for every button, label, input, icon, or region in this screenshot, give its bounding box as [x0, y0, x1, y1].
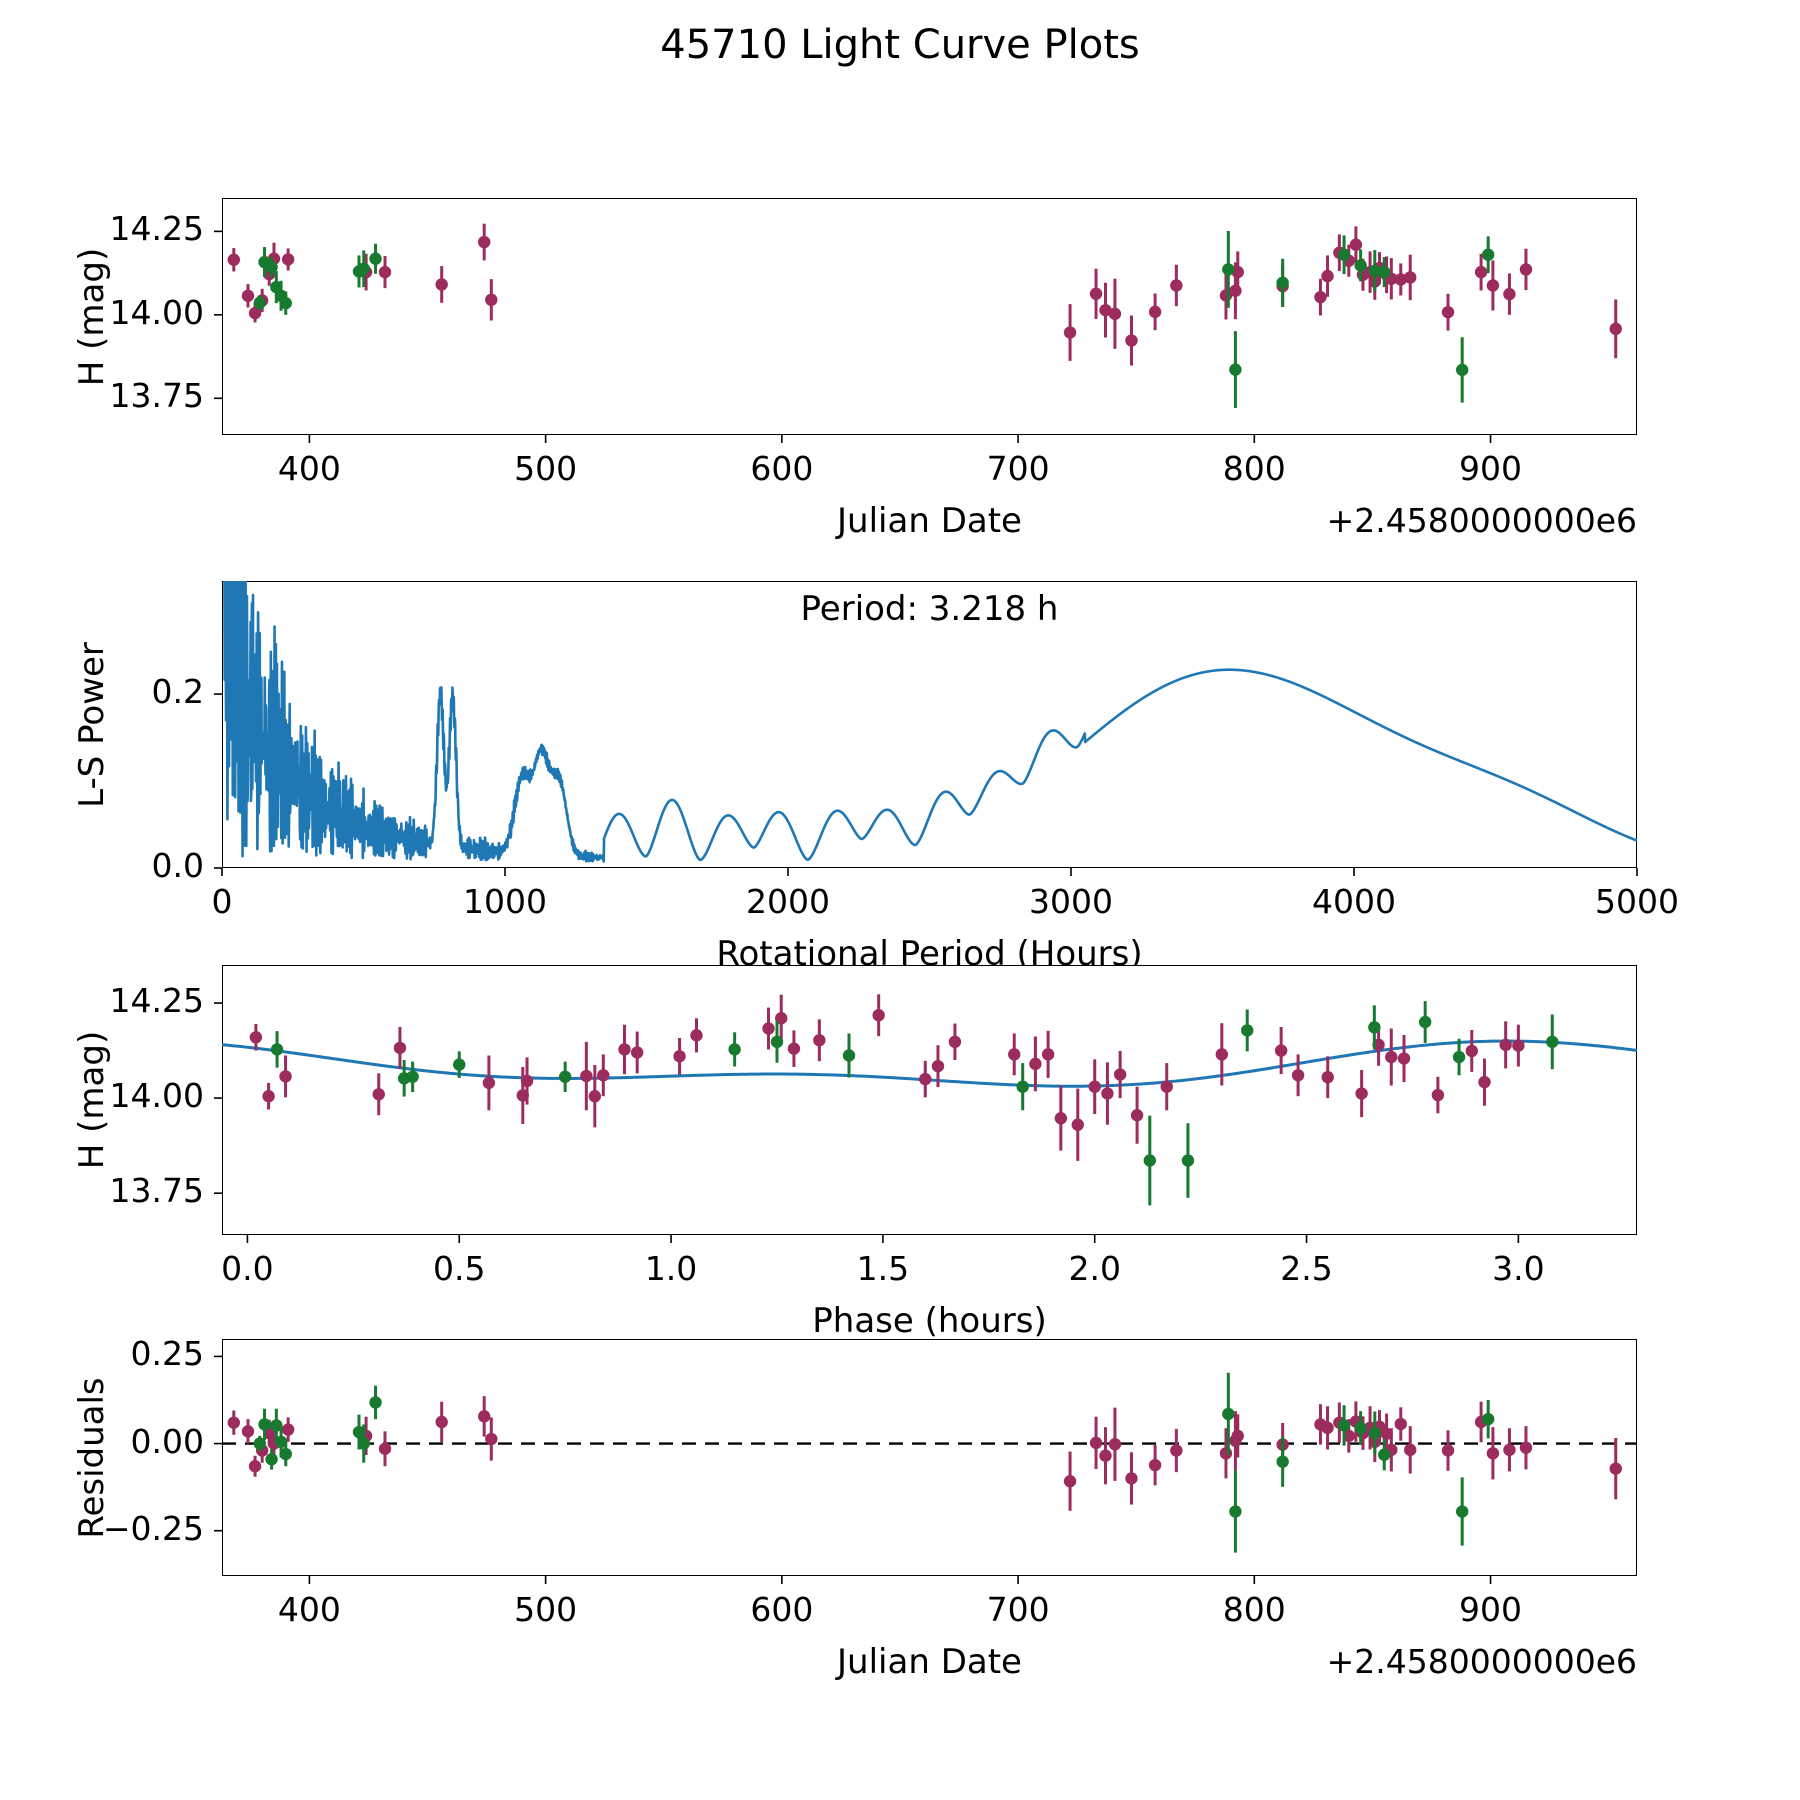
series-series_a [249, 994, 1525, 1161]
axes-frame-residuals [222, 1339, 1637, 1576]
xtick-label: 700 [986, 449, 1050, 488]
xaxis-offset-text: +2.4580000000e6 [1326, 501, 1637, 540]
ytick-label: 13.75 [109, 1171, 204, 1211]
xtick-label: 800 [1222, 449, 1286, 488]
ytick-label: 14.25 [109, 981, 204, 1021]
xtick-label: 0.0 [221, 1249, 274, 1288]
xtick-label: 600 [750, 449, 814, 488]
xtick-label: 500 [514, 449, 578, 488]
ytick-label: −0.25 [102, 1508, 204, 1548]
ytick-label: 14.25 [109, 209, 204, 249]
ytick-label: 0.0 [151, 846, 204, 885]
xtick-label: 800 [1222, 1590, 1286, 1629]
plot-area-residuals [214, 1355, 1637, 1584]
xaxis-label-lightcurve: Julian Date [837, 501, 1022, 541]
xtick-label: 0.5 [432, 1249, 486, 1288]
series-series_a [227, 1396, 1622, 1511]
xtick-label: 5000 [1595, 882, 1679, 921]
xtick-label: 2000 [746, 882, 830, 921]
axes-frame-phase-folded [222, 965, 1637, 1235]
xtick-label: 4000 [1312, 882, 1396, 921]
panel-annotation-periodogram: Period: 3.218 h [800, 589, 1059, 629]
figure-title: 45710 Light Curve Plots [660, 22, 1140, 68]
plot-area-periodogram [214, 581, 1638, 876]
axes-frame-lightcurve [222, 198, 1637, 435]
ytick-label: 13.75 [109, 376, 204, 416]
xtick-label: 2.5 [1280, 1249, 1333, 1288]
xtick-label: 2.0 [1068, 1249, 1121, 1288]
plot-area-lightcurve [214, 223, 1622, 443]
xaxis-label-phase-folded: Phase (hours) [812, 1301, 1047, 1341]
xaxis-label-residuals: Julian Date [837, 1642, 1022, 1682]
xtick-label: 1.5 [856, 1249, 910, 1288]
ytick-label: 14.00 [109, 292, 204, 332]
xtick-label: 700 [986, 1590, 1050, 1629]
ytick-label: 0.25 [130, 1334, 204, 1374]
yaxis-label-residuals: Residuals [72, 1376, 112, 1539]
xtick-label: 400 [277, 449, 341, 488]
plot-area-phase-folded [214, 994, 1637, 1243]
xtick-label: 0 [211, 882, 233, 921]
xtick-label: 3000 [1029, 882, 1113, 921]
xtick-label: 3.0 [1492, 1249, 1545, 1288]
series-series_b [253, 1372, 1495, 1553]
xtick-label: 500 [514, 1590, 578, 1629]
xtick-label: 900 [1459, 1590, 1523, 1629]
ytick-label: 14.00 [109, 1076, 204, 1116]
xtick-label: 600 [750, 1590, 814, 1629]
xtick-label: 1.0 [644, 1249, 698, 1288]
xtick-label: 900 [1459, 449, 1523, 488]
ytick-label: 0.00 [130, 1421, 204, 1461]
series-series_b [253, 231, 1495, 408]
xtick-label: 400 [277, 1590, 341, 1629]
xtick-label: 1000 [463, 882, 547, 921]
ytick-label: 0.2 [151, 672, 204, 712]
series-series_b [270, 1001, 1559, 1206]
xaxis-offset-text: +2.4580000000e6 [1326, 1642, 1637, 1681]
